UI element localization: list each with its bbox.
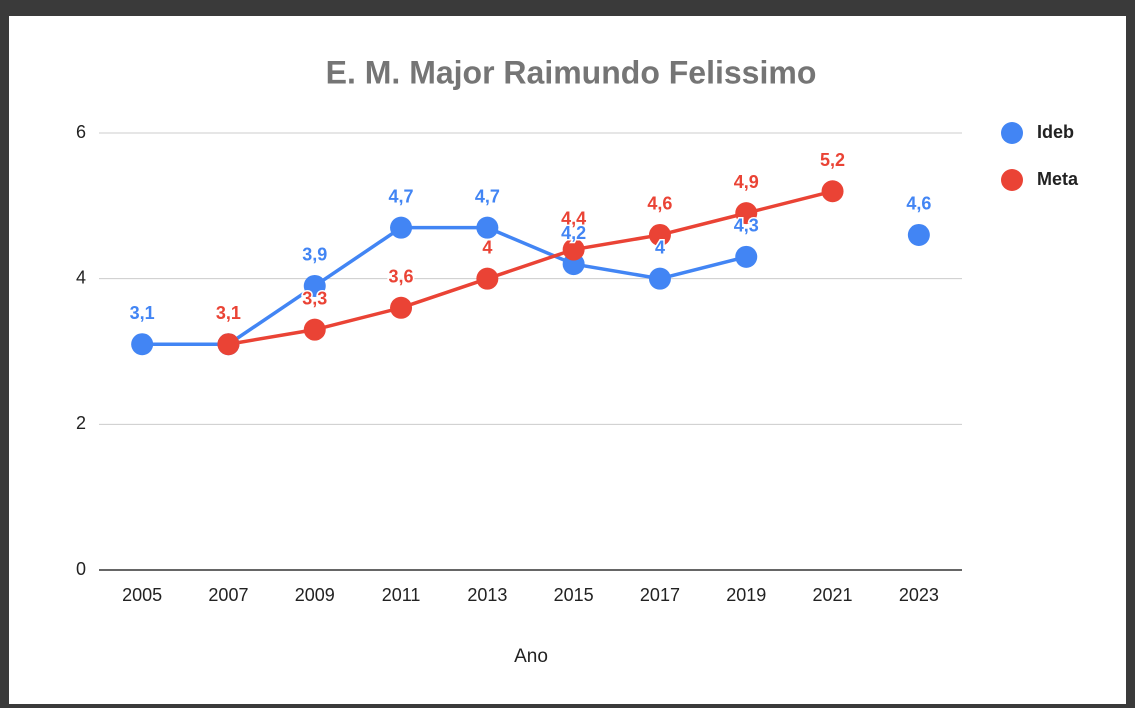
data-label: 3,1 [130, 303, 155, 323]
y-tick-label: 2 [76, 413, 86, 433]
data-point [303, 318, 326, 341]
legend-label: Meta [1037, 169, 1079, 189]
data-point [562, 238, 585, 261]
series-line [142, 225, 747, 346]
x-tick-label: 2015 [554, 585, 594, 605]
data-point [907, 223, 930, 246]
data-point [648, 223, 671, 246]
data-point [131, 333, 154, 356]
y-tick-label: 4 [76, 267, 86, 287]
data-label: 4 [482, 237, 492, 257]
data-label: 4,9 [734, 172, 759, 192]
data-label: 4,3 [734, 216, 759, 236]
data-label: 4,4 [561, 208, 586, 228]
data-point [476, 267, 499, 290]
x-tick-label: 2019 [726, 585, 766, 605]
y-tick-label: 0 [76, 559, 86, 579]
data-point [476, 216, 499, 239]
x-tick-label: 2007 [208, 585, 248, 605]
data-point [735, 202, 758, 225]
x-axis-title: Ano [514, 646, 548, 667]
x-tick-label: 2009 [295, 585, 335, 605]
data-label: 3,9 [302, 245, 327, 265]
y-tick-label: 6 [76, 122, 86, 142]
data-point [390, 296, 413, 319]
chart-title: E. M. Major Raimundo Felissimo [326, 54, 817, 90]
data-label: 4,7 [389, 186, 414, 206]
data-label: 3,3 [302, 288, 327, 308]
data-label: 4,6 [647, 194, 672, 214]
x-tick-label: 2013 [467, 585, 507, 605]
data-point [648, 267, 671, 290]
x-tick-label: 2023 [899, 585, 939, 605]
chart-background [9, 16, 1126, 704]
data-label: 4,2 [561, 223, 586, 243]
x-tick-label: 2021 [813, 585, 853, 605]
legend-marker [1001, 169, 1023, 191]
legend-label: Ideb [1037, 122, 1074, 142]
data-point [217, 333, 240, 356]
x-tick-label: 2011 [382, 585, 421, 605]
data-label: 4,6 [906, 194, 931, 214]
legend-marker [1001, 122, 1023, 144]
data-label: 3,6 [389, 267, 414, 287]
data-label: 4 [655, 237, 665, 257]
x-tick-label: 2017 [640, 585, 680, 605]
data-point [821, 180, 844, 203]
data-point [390, 216, 413, 239]
data-point [303, 274, 326, 297]
data-label: 3,1 [216, 303, 241, 323]
series-line [228, 189, 833, 346]
data-label: 5,2 [820, 150, 845, 170]
data-point [735, 245, 758, 268]
data-label: 4,7 [475, 186, 500, 206]
x-tick-label: 2005 [122, 585, 162, 605]
